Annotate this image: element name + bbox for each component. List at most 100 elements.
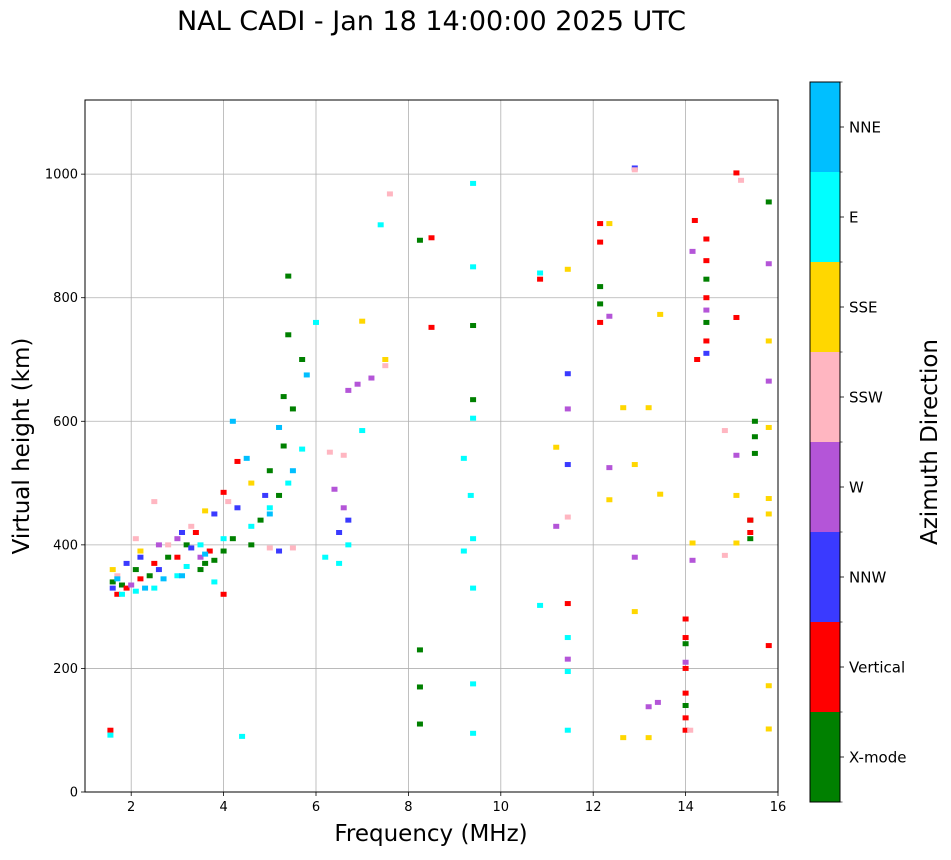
data-point bbox=[202, 551, 209, 557]
data-point bbox=[123, 585, 130, 591]
data-point bbox=[765, 683, 772, 689]
data-point bbox=[313, 319, 319, 325]
data-point bbox=[299, 446, 306, 452]
data-point bbox=[359, 428, 366, 434]
data-point bbox=[382, 363, 389, 369]
data-point bbox=[687, 727, 694, 733]
data-point bbox=[751, 450, 758, 456]
data-point bbox=[733, 170, 740, 176]
colorbar: X-mode Vertical NNW W SSW SSE E NNE bbox=[809, 81, 906, 803]
data-point bbox=[248, 542, 255, 548]
colorbar-segment bbox=[810, 532, 840, 622]
data-point bbox=[470, 730, 477, 736]
colorbar-segment bbox=[810, 442, 840, 532]
colorbar-tick-label: NNW bbox=[849, 569, 886, 587]
data-point bbox=[721, 552, 728, 558]
data-point bbox=[132, 567, 139, 573]
data-point bbox=[416, 721, 423, 727]
data-point bbox=[137, 548, 144, 554]
data-point bbox=[197, 567, 204, 573]
colorbar-segment bbox=[810, 622, 840, 712]
data-point bbox=[470, 397, 477, 403]
x-tick-label: 8 bbox=[404, 800, 412, 815]
data-point bbox=[229, 418, 236, 424]
data-point bbox=[188, 523, 195, 529]
data-point bbox=[631, 167, 638, 173]
data-point bbox=[229, 536, 236, 542]
data-point bbox=[564, 601, 571, 607]
data-point bbox=[266, 505, 273, 511]
data-point bbox=[340, 505, 347, 511]
data-point bbox=[597, 221, 604, 227]
data-point bbox=[682, 727, 689, 733]
data-point bbox=[428, 324, 435, 330]
data-point bbox=[682, 665, 689, 671]
colorbar-tick-label: W bbox=[849, 479, 864, 497]
data-point bbox=[146, 573, 153, 579]
data-point bbox=[747, 530, 754, 535]
data-point bbox=[564, 727, 571, 733]
data-point bbox=[326, 449, 333, 455]
data-point bbox=[137, 554, 144, 560]
data-point bbox=[564, 462, 571, 468]
colorbar-label: Azimuth Direction bbox=[917, 339, 943, 545]
series-ssw bbox=[114, 167, 745, 733]
data-point bbox=[234, 458, 241, 464]
grid-lines bbox=[85, 100, 779, 793]
data-points bbox=[107, 165, 772, 741]
data-point bbox=[765, 199, 772, 205]
x-axis-ticks: 2 4 6 8 10 12 14 16 bbox=[127, 792, 786, 815]
data-point bbox=[606, 497, 613, 503]
series-sse bbox=[109, 221, 772, 741]
data-point bbox=[336, 560, 343, 566]
data-point bbox=[467, 492, 474, 498]
data-point bbox=[703, 276, 710, 282]
colorbar-tick-label: NNE bbox=[849, 119, 881, 137]
data-point bbox=[703, 338, 710, 344]
data-point bbox=[174, 554, 181, 560]
data-point bbox=[262, 492, 269, 498]
data-point bbox=[416, 237, 423, 243]
data-point bbox=[733, 492, 740, 498]
data-point bbox=[765, 511, 772, 517]
data-point bbox=[202, 560, 209, 566]
data-point bbox=[345, 517, 352, 523]
data-point bbox=[733, 314, 740, 320]
data-point bbox=[597, 239, 604, 245]
data-point bbox=[211, 557, 218, 563]
data-point bbox=[765, 424, 772, 430]
data-point bbox=[183, 542, 190, 548]
y-tick-label: 600 bbox=[53, 415, 78, 430]
x-tick-label: 2 bbox=[127, 800, 135, 815]
data-point bbox=[537, 276, 544, 282]
colorbar-tick-label: X-mode bbox=[849, 749, 906, 767]
data-point bbox=[299, 357, 306, 362]
data-point bbox=[151, 499, 158, 505]
data-point bbox=[470, 264, 477, 270]
data-point bbox=[276, 492, 283, 498]
data-point bbox=[114, 573, 121, 579]
data-point bbox=[276, 548, 283, 554]
data-point bbox=[151, 560, 158, 566]
data-point bbox=[266, 545, 273, 551]
data-point bbox=[597, 301, 604, 307]
data-point bbox=[564, 406, 571, 412]
data-point bbox=[721, 428, 728, 434]
data-point bbox=[179, 573, 186, 579]
data-point bbox=[470, 536, 477, 542]
data-point bbox=[416, 647, 423, 653]
data-point bbox=[107, 727, 114, 733]
data-point bbox=[118, 591, 125, 597]
data-point bbox=[428, 235, 435, 241]
data-point bbox=[682, 641, 689, 647]
colorbar-segment bbox=[810, 82, 840, 172]
data-point bbox=[691, 217, 698, 223]
data-point bbox=[211, 579, 218, 585]
data-point bbox=[165, 542, 172, 548]
colorbar-tick-label: Vertical bbox=[849, 659, 905, 677]
data-point bbox=[109, 585, 116, 591]
data-point bbox=[689, 557, 696, 563]
data-point bbox=[703, 319, 710, 325]
data-point bbox=[340, 452, 347, 458]
data-point bbox=[470, 585, 477, 591]
